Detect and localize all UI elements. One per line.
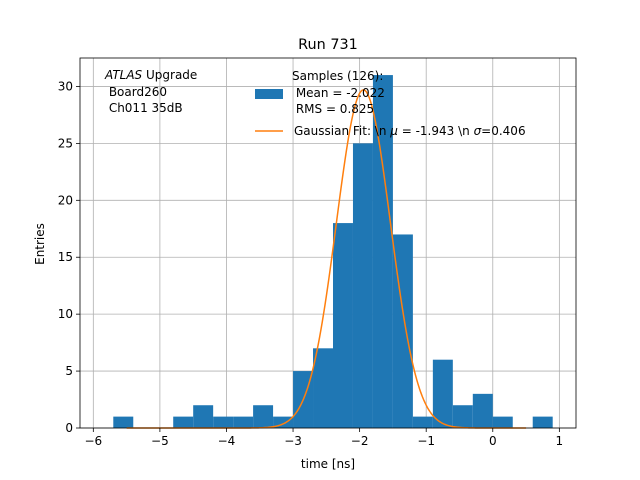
legend: Samples (126): Mean = -2.022 RMS = 0.825… — [255, 69, 526, 138]
histogram-bar — [492, 416, 513, 428]
histogram-bar — [193, 405, 214, 428]
histogram-bar — [233, 416, 254, 428]
y-tick-label: 25 — [58, 136, 73, 150]
y-tick-label: 10 — [58, 307, 73, 321]
x-axis-ticks: −6 −5 −4 −3 −2 −1 0 1 — [84, 428, 563, 448]
histogram-bar — [273, 416, 294, 428]
y-tick-label: 5 — [65, 364, 73, 378]
legend-hist-swatch — [255, 89, 283, 99]
x-tick-label: −5 — [151, 434, 169, 448]
histogram-bar — [432, 359, 453, 428]
histogram-bar — [532, 416, 553, 428]
x-tick-label: −4 — [218, 434, 236, 448]
y-tick-label: 15 — [58, 250, 73, 264]
y-tick-label: 30 — [58, 79, 73, 93]
histogram-bars — [113, 75, 553, 429]
legend-hist-line1: Samples (126): — [292, 69, 383, 83]
x-tick-label: −1 — [417, 434, 435, 448]
y-axis-label: Entries — [33, 223, 47, 265]
y-tick-label: 0 — [65, 421, 73, 435]
legend-hist-line2: Mean = -2.022 — [292, 86, 385, 100]
histogram-bar — [412, 416, 433, 428]
x-tick-label: −6 — [84, 434, 102, 448]
atlas-annotation: ATLAS Upgrade Board260 Ch011 35dB — [104, 68, 197, 115]
histogram-bar — [472, 393, 493, 428]
atlas-suffix: Upgrade — [142, 68, 197, 82]
chart-title: Run 731 — [298, 37, 358, 53]
histogram-bar — [332, 223, 353, 428]
histogram-bar — [452, 405, 473, 428]
x-tick-label: −2 — [351, 434, 369, 448]
atlas-label: ATLAS — [104, 68, 143, 82]
histogram-bar — [352, 143, 373, 428]
histogram-bar — [213, 416, 234, 428]
x-tick-label: 1 — [556, 434, 564, 448]
y-tick-label: 20 — [58, 193, 73, 207]
legend-hist-line3: RMS = 0.825 — [292, 102, 374, 116]
channel-label: Ch011 35dB — [105, 101, 183, 115]
svg-text:ATLAS Upgrade: ATLAS Upgrade — [104, 68, 197, 82]
histogram-bar — [113, 416, 134, 428]
histogram-bar — [173, 416, 194, 428]
x-tick-label: 0 — [489, 434, 497, 448]
y-axis-ticks: 0 5 10 15 20 25 30 — [58, 79, 80, 435]
histogram-bar — [253, 405, 274, 428]
plot-frame — [79, 57, 577, 429]
histogram-bar — [313, 348, 333, 428]
x-axis-label: time [ns] — [301, 457, 355, 471]
board-label: Board260 — [105, 85, 167, 99]
legend-fit-label: Gaussian Fit: \n μ = -1.943 \n σ=0.406 — [294, 124, 526, 138]
histogram-bar — [372, 75, 393, 429]
x-tick-label: −3 — [284, 434, 302, 448]
